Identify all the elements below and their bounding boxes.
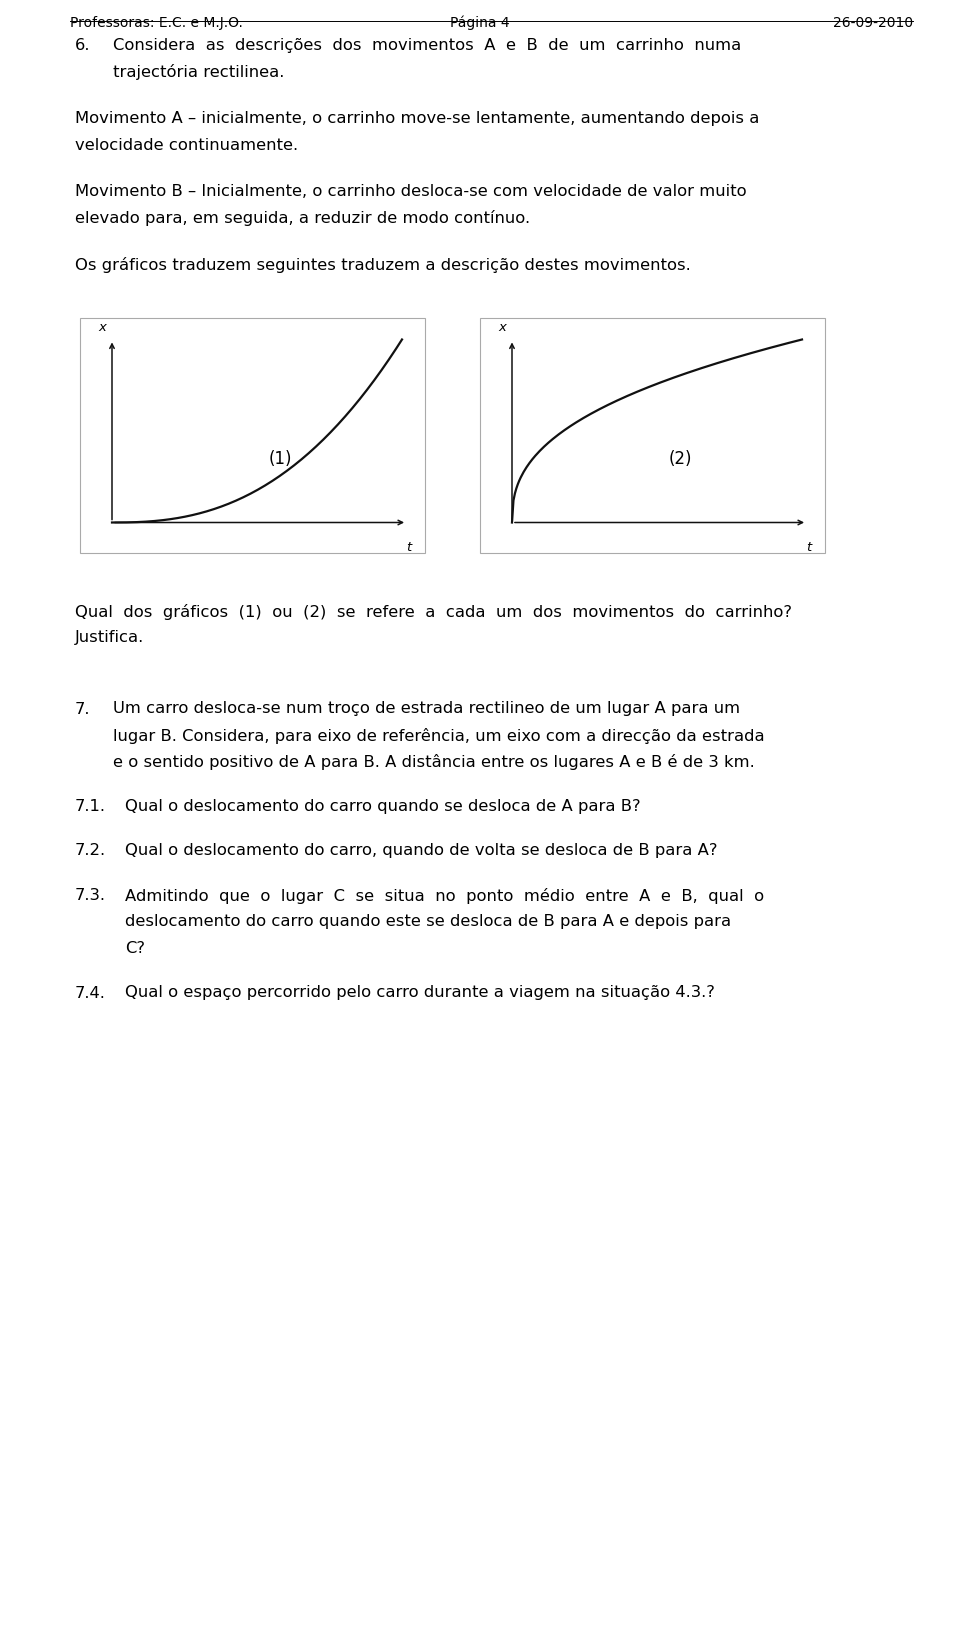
Bar	[80, 318, 425, 553]
Text: lugar B. Considera, para eixo de referência, um eixo com a direcção da estrada: lugar B. Considera, para eixo de referên…	[113, 728, 764, 744]
Text: Um carro desloca-se num troço de estrada rectilineo de um lugar A para um: Um carro desloca-se num troço de estrada…	[113, 702, 740, 716]
Text: elevado para, em seguida, a reduzir de modo contínuo.: elevado para, em seguida, a reduzir de m…	[75, 211, 530, 227]
Text: trajectória rectilinea.: trajectória rectilinea.	[113, 64, 284, 80]
Text: Movimento A – inicialmente, o carrinho move-se lentamente, aumentando depois a: Movimento A – inicialmente, o carrinho m…	[75, 111, 759, 126]
Text: Qual  dos  gráficos  (1)  ou  (2)  se  refere  a  cada  um  dos  movimentos  do : Qual dos gráficos (1) ou (2) se refere a…	[75, 604, 792, 619]
Text: Qual o espaço percorrido pelo carro durante a viagem na situação 4.3.?: Qual o espaço percorrido pelo carro dura…	[125, 984, 715, 1000]
Text: Os gráficos traduzem seguintes traduzem a descrição destes movimentos.: Os gráficos traduzem seguintes traduzem …	[75, 256, 691, 273]
Text: Professoras: E.C. e M.J.O.: Professoras: E.C. e M.J.O.	[70, 16, 243, 29]
Text: 7.3.: 7.3.	[75, 888, 106, 902]
Text: 7.4.: 7.4.	[75, 984, 106, 1000]
Text: Admitindo  que  o  lugar  C  se  situa  no  ponto  médio  entre  A  e  B,  qual : Admitindo que o lugar C se situa no pont…	[125, 888, 764, 904]
Text: e o sentido positivo de A para B. A distância entre os lugares A e B é de 3 km.: e o sentido positivo de A para B. A dist…	[113, 754, 755, 770]
Text: 6.: 6.	[75, 38, 90, 52]
Text: velocidade continuamente.: velocidade continuamente.	[75, 137, 299, 152]
Text: x: x	[498, 322, 506, 335]
Text: (2): (2)	[668, 450, 692, 468]
Text: t: t	[406, 542, 412, 555]
Text: (1): (1)	[269, 450, 292, 468]
Bar	[480, 318, 825, 553]
Text: Qual o deslocamento do carro quando se desloca de A para B?: Qual o deslocamento do carro quando se d…	[125, 798, 640, 813]
Text: 7.1.: 7.1.	[75, 798, 106, 813]
Text: 7.2.: 7.2.	[75, 844, 107, 858]
Text: Movimento B – Inicialmente, o carrinho desloca-se com velocidade de valor muito: Movimento B – Inicialmente, o carrinho d…	[75, 184, 747, 199]
Text: Qual o deslocamento do carro, quando de volta se desloca de B para A?: Qual o deslocamento do carro, quando de …	[125, 844, 717, 858]
Text: Justifica.: Justifica.	[75, 630, 144, 645]
Text: t: t	[806, 542, 811, 555]
Text: C?: C?	[125, 940, 145, 955]
Text: 7.: 7.	[75, 702, 90, 716]
Text: Página 4: Página 4	[450, 16, 510, 31]
Text: deslocamento do carro quando este se desloca de B para A e depois para: deslocamento do carro quando este se des…	[125, 914, 732, 929]
Text: Considera  as  descrições  dos  movimentos  A  e  B  de  um  carrinho  numa: Considera as descrições dos movimentos A…	[113, 38, 741, 52]
Text: x: x	[98, 322, 106, 335]
Text: 26-09-2010: 26-09-2010	[833, 16, 913, 29]
